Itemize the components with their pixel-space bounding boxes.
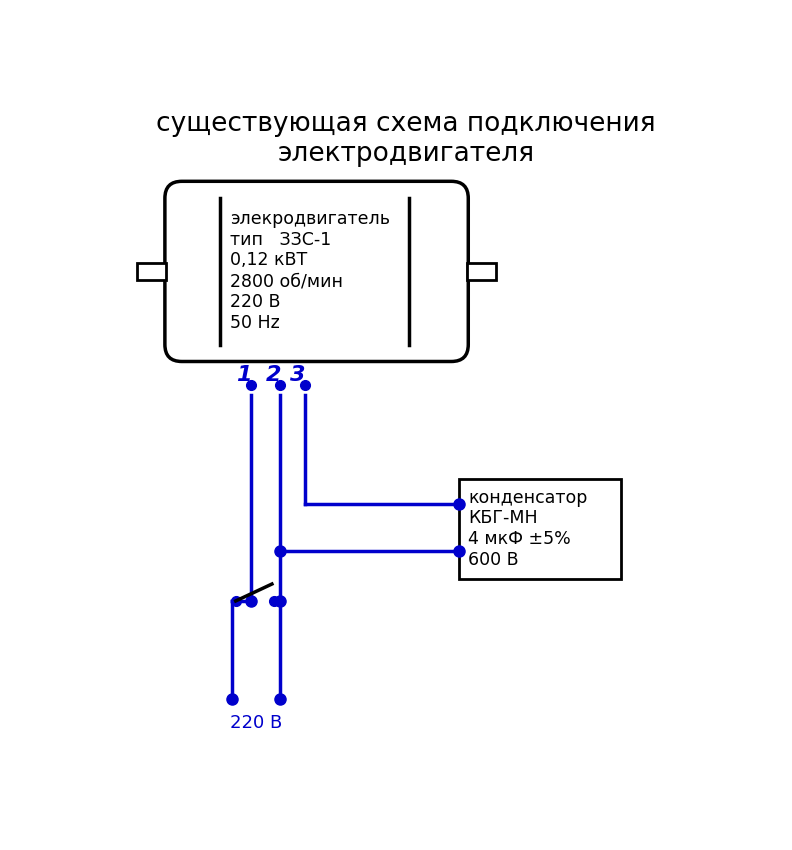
Text: элекродвигатель
тип   ЗЗС-1
0,12 кВТ
2800 об/мин
220 В
50 Hz: элекродвигатель тип ЗЗС-1 0,12 кВТ 2800 … [230, 210, 390, 332]
Bar [459, 479, 621, 580]
Text: 2: 2 [265, 365, 281, 384]
Text: 1: 1 [237, 365, 252, 384]
FancyBboxPatch shape [165, 181, 468, 361]
Text: 3: 3 [291, 365, 306, 384]
Text: существующая схема подключения
электродвигателя: существующая схема подключения электродв… [156, 111, 656, 167]
Bar [137, 263, 166, 280]
Text: 220 В: 220 В [230, 714, 282, 732]
Bar [466, 263, 496, 280]
Text: конденсатор
КБГ-МН
4 мкФ ±5%
600 В: конденсатор КБГ-МН 4 мкФ ±5% 600 В [468, 489, 588, 569]
